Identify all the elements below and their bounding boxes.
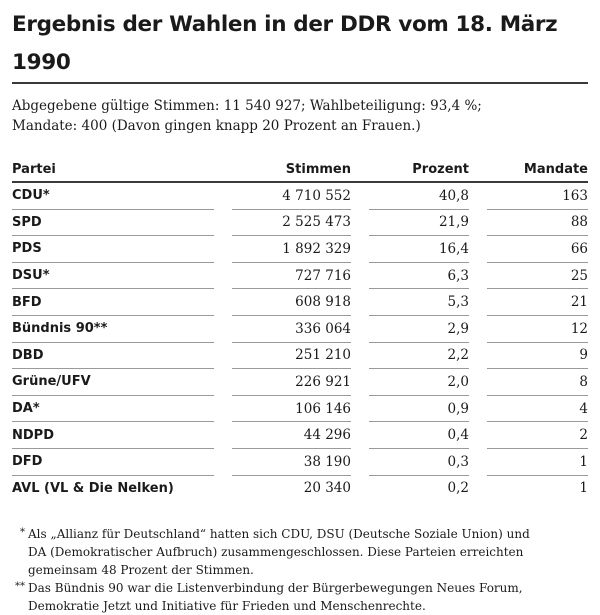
votes-cell: 336 064 bbox=[232, 315, 351, 343]
footnotes: * Als „Allianz für Deutschland“ hatten si… bbox=[12, 525, 588, 615]
seats-cell: 21 bbox=[487, 288, 588, 316]
seats-cell: 4 bbox=[487, 395, 588, 423]
party-cell: Bündnis 90** bbox=[12, 315, 214, 343]
votes-cell: 1 892 329 bbox=[232, 235, 351, 263]
header-seats: Mandate bbox=[487, 157, 588, 183]
footnote-line: DA (Demokratischer Aufbruch) zusammenges… bbox=[28, 545, 524, 560]
table-row: NDPD 44 296 0,4 2 bbox=[12, 421, 588, 449]
intro-line-seats: Mandate: 400 (Davon gingen knapp 20 Proz… bbox=[12, 118, 421, 134]
footnote-line: gemeinsam 48 Prozent der Stimmen. bbox=[28, 563, 254, 578]
table-row: AVL (VL & Die Nelken) 20 340 0,2 1 bbox=[12, 475, 588, 501]
title-rule bbox=[12, 82, 588, 84]
votes-cell: 727 716 bbox=[232, 262, 351, 290]
footnote-text: Als „Allianz für Deutschland“ hatten sic… bbox=[28, 525, 530, 579]
footnote-mark: ** bbox=[15, 581, 25, 593]
table-row: DBD 251 210 2,2 9 bbox=[12, 342, 588, 370]
party-cell: BFD bbox=[12, 288, 214, 316]
votes-cell: 20 340 bbox=[303, 480, 351, 497]
votes-cell: 106 146 bbox=[232, 395, 351, 423]
seats-cell: 66 bbox=[487, 235, 588, 263]
table-row: BFD 608 918 5,3 21 bbox=[12, 288, 588, 316]
percent-cell: 21,9 bbox=[369, 209, 469, 237]
party-cell: DFD bbox=[12, 448, 214, 476]
party-cell: DBD bbox=[12, 342, 214, 370]
footnote: ** Das Bündnis 90 war die Listenverbindun… bbox=[12, 579, 588, 615]
table-row: PDS 1 892 329 16,4 66 bbox=[12, 235, 588, 263]
percent-cell: 6,3 bbox=[369, 262, 469, 290]
seats-cell: 2 bbox=[487, 421, 588, 449]
footnote-mark: * bbox=[20, 527, 25, 539]
seats-cell: 8 bbox=[487, 368, 588, 396]
table-row: DSU* 727 716 6,3 25 bbox=[12, 262, 588, 290]
party-cell: SPD bbox=[12, 209, 214, 237]
seats-cell: 88 bbox=[487, 209, 588, 237]
percent-cell: 0,2 bbox=[447, 480, 469, 497]
percent-cell: 2,0 bbox=[369, 368, 469, 396]
votes-cell: 2 525 473 bbox=[232, 209, 351, 237]
party-cell: Grüne/UFV bbox=[12, 368, 214, 396]
percent-cell: 0,3 bbox=[369, 448, 469, 476]
table-row: Grüne/UFV 226 921 2,0 8 bbox=[12, 368, 588, 396]
party-cell: PDS bbox=[12, 235, 214, 263]
table-header-row: Partei Stimmen Prozent Mandate bbox=[12, 157, 588, 183]
party-cell: DA* bbox=[12, 395, 214, 423]
footnote-line: Als „Allianz für Deutschland“ hatten sic… bbox=[28, 527, 530, 542]
seats-cell: 12 bbox=[487, 315, 588, 343]
percent-cell: 2,2 bbox=[369, 342, 469, 370]
party-cell: DSU* bbox=[12, 262, 214, 290]
table-body: CDU* 4 710 552 40,8 163 SPD 2 525 473 21,9 88 PD… bbox=[12, 182, 588, 501]
seats-cell: 1 bbox=[487, 448, 588, 476]
page-title: Ergebnis der Wahlen in der DDR vom 18. M… bbox=[12, 12, 558, 75]
results-table: Partei Stimmen Prozent Mandate CDU* 4 710… bbox=[12, 157, 588, 501]
header-votes: Stimmen bbox=[232, 157, 351, 183]
percent-cell: 0,9 bbox=[369, 395, 469, 423]
footnote: * Als „Allianz für Deutschland“ hatten si… bbox=[12, 525, 588, 579]
party-cell: CDU* bbox=[12, 182, 214, 210]
table-row: DA* 106 146 0,9 4 bbox=[12, 395, 588, 423]
percent-cell: 16,4 bbox=[369, 235, 469, 263]
footnote-text: Das Bündnis 90 war die Listenverbindung … bbox=[28, 579, 523, 615]
table-row: CDU* 4 710 552 40,8 163 bbox=[12, 182, 588, 210]
header-party: Partei bbox=[12, 157, 214, 183]
seats-cell: 1 bbox=[579, 480, 588, 497]
votes-cell: 38 190 bbox=[232, 448, 351, 476]
percent-cell: 0,4 bbox=[369, 421, 469, 449]
table-row: DFD 38 190 0,3 1 bbox=[12, 448, 588, 476]
votes-cell: 44 296 bbox=[232, 421, 351, 449]
table-row: SPD 2 525 473 21,9 88 bbox=[12, 209, 588, 237]
header-percent: Prozent bbox=[369, 157, 469, 183]
votes-cell: 608 918 bbox=[232, 288, 351, 316]
votes-cell: 226 921 bbox=[232, 368, 351, 396]
percent-cell: 5,3 bbox=[369, 288, 469, 316]
intro-text: Abgegebene gültige Stimmen: 11 540 927; … bbox=[12, 96, 588, 136]
percent-cell: 40,8 bbox=[369, 182, 469, 210]
votes-cell: 251 210 bbox=[232, 342, 351, 370]
seats-cell: 9 bbox=[487, 342, 588, 370]
votes-cell: 4 710 552 bbox=[232, 182, 351, 210]
party-cell: NDPD bbox=[12, 421, 214, 449]
seats-cell: 163 bbox=[487, 182, 588, 210]
percent-cell: 2,9 bbox=[369, 315, 469, 343]
table-row: Bündnis 90** 336 064 2,9 12 bbox=[12, 315, 588, 343]
footnote-line: Das Bündnis 90 war die Listenverbindung … bbox=[28, 581, 523, 596]
party-cell: AVL (VL & Die Nelken) bbox=[12, 480, 174, 496]
intro-line-votes: Abgegebene gültige Stimmen: 11 540 927; … bbox=[12, 98, 482, 114]
footnote-line: Demokratie Jetzt und Initiative für Frie… bbox=[28, 599, 426, 614]
election-results-document: Ergebnis der Wahlen in der DDR vom 18. M… bbox=[12, 6, 588, 615]
seats-cell: 25 bbox=[487, 262, 588, 290]
